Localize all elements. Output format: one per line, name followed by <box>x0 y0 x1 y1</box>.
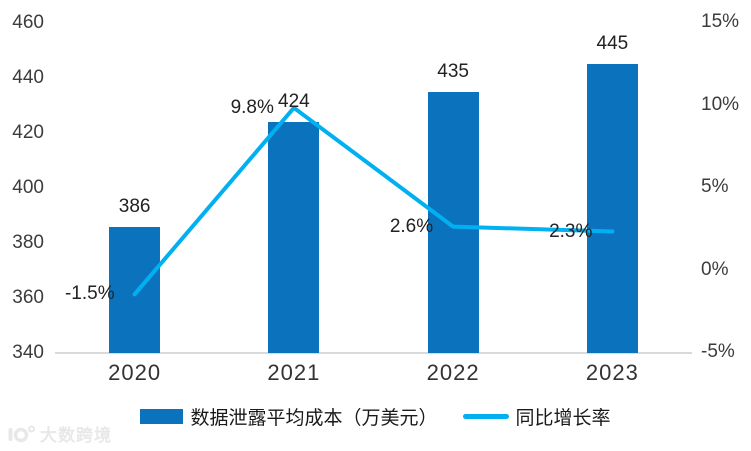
bar-value-label-2020: 386 <box>118 195 151 217</box>
legend-bar-swatch <box>140 409 184 424</box>
y-axis-tick-340: 340 <box>12 342 44 363</box>
legend: 数据泄露平均成本（万美元） 同比增长率 <box>0 403 751 430</box>
y-axis-tick-380: 380 <box>12 232 44 253</box>
x-axis-label-2022: 2022 <box>426 360 480 385</box>
growth-rate-line <box>132 105 615 297</box>
x-axis-label-2020: 2020 <box>108 360 162 385</box>
bar-2023 <box>586 64 638 353</box>
y2-axis-tick-0%: 0% <box>701 258 729 280</box>
legend-line-label: 同比增长率 <box>515 408 611 429</box>
bar-value-label-2022: 435 <box>437 60 469 82</box>
bar-2022 <box>427 91 479 353</box>
x-axis-label-2023: 2023 <box>585 360 639 385</box>
bar-value-label-2023: 445 <box>596 33 629 55</box>
bar-2020 <box>109 226 161 353</box>
line-value-label-2020: -1.5% <box>64 283 115 305</box>
y2-axis-tick-15%: 15% <box>701 11 740 32</box>
bar-value-label-2021: 424 <box>278 91 310 112</box>
y-axis-tick-440: 440 <box>12 67 44 88</box>
x-axis-label-2021: 2021 <box>267 360 321 385</box>
watermark: 大数跨境 <box>7 421 112 446</box>
y-axis-tick-420: 420 <box>12 122 44 143</box>
legend-line-swatch <box>462 414 509 419</box>
y2-axis-tick-5%: 5% <box>701 176 729 197</box>
legend-bar-label: 数据泄露平均成本（万美元） <box>190 408 438 429</box>
line-value-label-2022: 2.6% <box>389 215 434 237</box>
y2-axis-tick--5%: -5% <box>701 341 735 362</box>
y-axis-tick-360: 360 <box>12 287 44 308</box>
watermark-text: 大数跨境 <box>40 426 112 445</box>
line-value-label-2023: 2.3% <box>549 220 593 242</box>
bar-2021 <box>268 122 320 353</box>
line-value-label-2021: 9.8% <box>230 96 274 118</box>
y-axis-tick-400: 400 <box>12 177 44 198</box>
watermark-logo-icon <box>8 425 35 442</box>
y2-axis-tick-10%: 10% <box>701 93 740 115</box>
y-axis-tick-460: 460 <box>12 12 44 33</box>
x-axis-line <box>55 352 692 354</box>
